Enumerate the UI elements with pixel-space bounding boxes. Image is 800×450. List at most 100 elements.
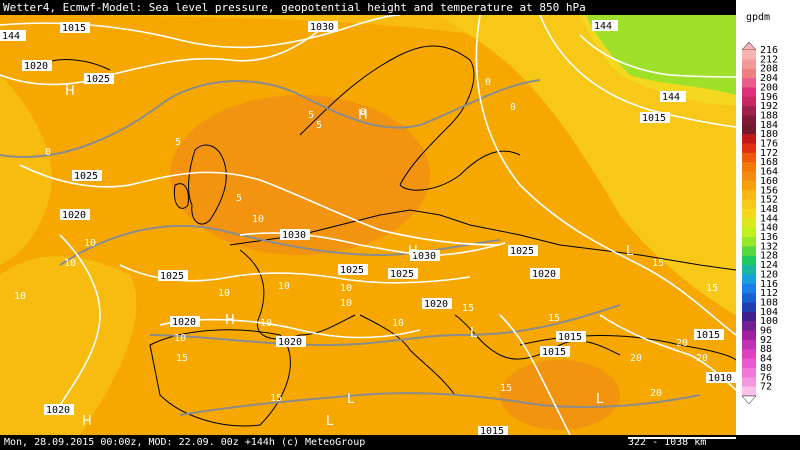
legend-label: 188 xyxy=(760,110,778,121)
legend-swatch xyxy=(742,349,756,359)
legend-colorbar: 2162122082042001961921881841801761721681… xyxy=(741,41,778,405)
legend-label: 200 xyxy=(760,82,778,93)
svg-text:1025: 1025 xyxy=(510,246,534,257)
legend-label: 72 xyxy=(760,382,772,393)
pressure-label: 1020 xyxy=(530,268,560,280)
isotherm-15 xyxy=(149,304,621,347)
svg-text:1025: 1025 xyxy=(390,269,414,280)
field-warm-se xyxy=(500,360,620,430)
coast-balkans xyxy=(454,314,621,360)
pressure-label: 1030 xyxy=(280,229,310,241)
coastlines xyxy=(39,45,736,427)
high-marker: H xyxy=(65,84,75,99)
pressure-labels: 1015 1030 144 1020 1025 1015 1025 1020 1… xyxy=(0,20,736,435)
temp-label: 10 xyxy=(392,318,404,329)
temp-label: 0 xyxy=(485,77,491,88)
legend-swatch xyxy=(742,386,756,397)
field-atlantic-yellow xyxy=(0,256,137,435)
legend-label: 128 xyxy=(760,251,778,262)
svg-text:1015: 1015 xyxy=(696,330,720,341)
svg-text:144: 144 xyxy=(662,92,680,103)
legend-label: 108 xyxy=(760,297,778,308)
pressure-centers: H H H H H L L L L L xyxy=(65,84,634,429)
svg-text:1015: 1015 xyxy=(542,347,566,358)
legend-swatch xyxy=(742,255,756,266)
svg-text:1015: 1015 xyxy=(62,23,86,34)
field-west-yellow xyxy=(0,75,52,265)
legend-swatch xyxy=(742,293,756,303)
legend-arrow-down xyxy=(741,395,757,405)
legend-swatch xyxy=(742,143,756,154)
isobar-1015-ne xyxy=(539,15,736,128)
svg-text:1015: 1015 xyxy=(558,332,582,343)
svg-text:1020: 1020 xyxy=(24,61,48,72)
temp-label: 15 xyxy=(176,353,188,364)
temp-label: 10 xyxy=(14,291,26,302)
temp-label: 10 xyxy=(218,288,230,299)
temp-label: 15 xyxy=(652,258,664,269)
pressure-label: 1020 xyxy=(170,316,200,328)
coast-baltic xyxy=(399,150,521,191)
pressure-label: 1025 xyxy=(338,264,368,276)
pressure-label: 1020 xyxy=(60,209,90,221)
legend-swatch xyxy=(742,311,756,322)
isobar-1015-se xyxy=(499,314,571,435)
legend-swatch xyxy=(742,227,756,238)
legend-label: 92 xyxy=(760,335,772,346)
pressure-label: 144 xyxy=(592,20,618,32)
legend-label: 212 xyxy=(760,54,778,65)
high-marker: H xyxy=(408,244,418,259)
isobar-1025-mid xyxy=(19,164,501,246)
temp-label: 15 xyxy=(500,383,512,394)
coast-blacksea xyxy=(519,335,736,361)
legend-label: 124 xyxy=(760,260,778,271)
pressure-label: 144 xyxy=(660,91,686,103)
temp-label: 10 xyxy=(340,283,352,294)
svg-text:1010: 1010 xyxy=(708,373,732,384)
coast-ireland xyxy=(173,183,189,209)
legend-label: 120 xyxy=(760,269,778,280)
temp-label: 20 xyxy=(696,353,708,364)
map-panel: 1015 1030 144 1020 1025 1015 1025 1020 1… xyxy=(0,15,736,435)
legend-label: 172 xyxy=(760,148,778,159)
legend-swatch xyxy=(742,115,756,126)
svg-text:1020: 1020 xyxy=(278,337,302,348)
pressure-label: 1010 xyxy=(706,372,736,384)
isobar-1015-east xyxy=(475,15,736,336)
pressure-label: 1025 xyxy=(158,270,188,282)
svg-text:1020: 1020 xyxy=(532,269,556,280)
legend-swatch xyxy=(742,339,756,350)
legend-swatch xyxy=(742,377,756,387)
pressure-label: 1015 xyxy=(478,426,508,435)
temp-label: 10 xyxy=(174,333,186,344)
pressure-label: 1015 xyxy=(60,22,90,34)
high-marker: H xyxy=(82,414,92,429)
legend-label: 136 xyxy=(760,232,778,243)
coast-britain xyxy=(188,144,227,225)
legend-label: 164 xyxy=(760,167,778,178)
svg-text:1020: 1020 xyxy=(424,299,448,310)
legend-swatch xyxy=(742,208,756,219)
legend-label: 116 xyxy=(760,279,778,290)
legend-label: 100 xyxy=(760,316,778,327)
legend-swatch xyxy=(742,180,756,191)
temp-label: 20 xyxy=(650,388,662,399)
legend-label: 96 xyxy=(760,326,772,337)
low-marker: L xyxy=(626,244,634,259)
legend-label: 192 xyxy=(760,101,778,112)
legend-swatch xyxy=(742,59,756,69)
temp-label: 10 xyxy=(340,298,352,309)
temp-label: 10 xyxy=(252,214,264,225)
pressure-label: 1015 xyxy=(556,331,586,343)
legend-swatch xyxy=(742,218,756,228)
legend-label: 80 xyxy=(760,363,772,374)
svg-text:1030: 1030 xyxy=(412,251,436,262)
svg-text:1030: 1030 xyxy=(282,230,306,241)
legend-arrow-up xyxy=(741,41,757,51)
svg-text:1020: 1020 xyxy=(172,317,196,328)
legend-swatch xyxy=(742,190,756,200)
pressure-label: 1025 xyxy=(72,170,102,182)
legend-swatch xyxy=(742,330,756,341)
temp-label: 15 xyxy=(270,393,282,404)
temp-label: 20 xyxy=(676,338,688,349)
